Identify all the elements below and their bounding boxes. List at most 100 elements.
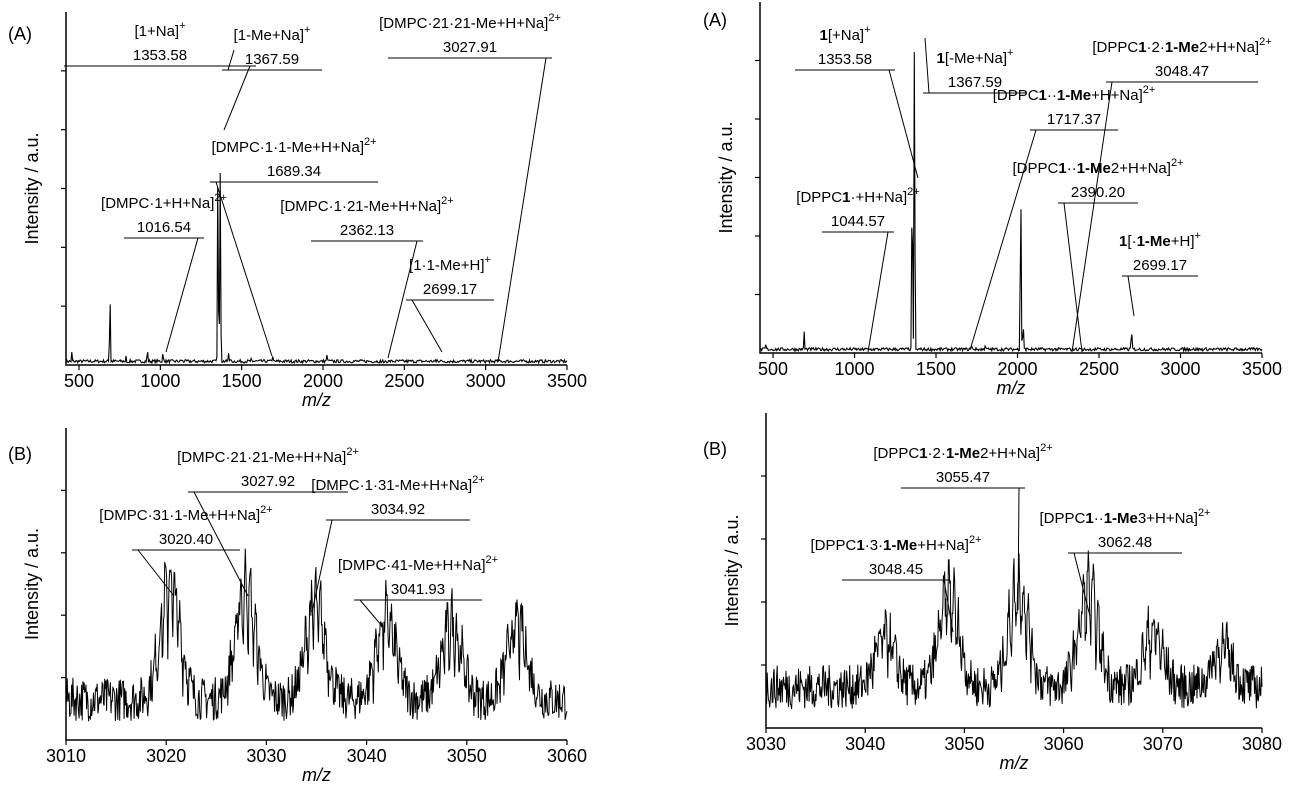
peak-mz-value: 2362.13 bbox=[340, 222, 394, 239]
annotation-label: [DMPC·21·21-Me+H+Na]2+ bbox=[177, 446, 359, 466]
peak-annotation: [DPPC1·+H+Na]2+ 1044.57 bbox=[796, 186, 920, 353]
y-axis-title: Intensity / a.u. bbox=[722, 514, 742, 626]
peak-annotation: [DPPC1·2·1-Me2+H+Na]2+ 3055.47 bbox=[873, 442, 1053, 611]
peak-annotation: 1[-Me+Na]+ 1367.59 bbox=[923, 37, 1027, 94]
peak-mz-value: 3062.48 bbox=[1098, 534, 1152, 551]
y-axis-title: Intensity / a.u. bbox=[22, 528, 42, 640]
annotation-label: [DPPC1··1-Me3+H+Na]2+ bbox=[1040, 507, 1211, 527]
leader-line bbox=[165, 237, 199, 353]
x-tick-label: 3000 bbox=[466, 371, 506, 391]
annotation-label: [DPPC1·+H+Na]2+ bbox=[796, 186, 919, 206]
leader-line bbox=[1063, 202, 1083, 353]
peak-annotation: [1-Me+Na]+ 1367.59 bbox=[222, 24, 322, 71]
x-tick-label: 3050 bbox=[447, 746, 487, 766]
peak-annotation: [DMPC·1+H+Na]2+ 1016.54 bbox=[101, 192, 227, 353]
peak-mz-value: 1367.59 bbox=[948, 74, 1002, 91]
peak-mz-value: 1689.34 bbox=[267, 163, 321, 180]
spectrum-panel-2: (B) 3010 3020 3030 3040 3050 3060 m/z Intensity … bbox=[8, 428, 587, 785]
peak-mz-value: 3041.93 bbox=[391, 581, 445, 598]
leader-line bbox=[924, 37, 930, 94]
annotation-label: [DPPC1··1-Me2+H+Na]2+ bbox=[1013, 157, 1184, 177]
x-tick-label: 500 bbox=[758, 359, 788, 379]
x-tick-label: 3030 bbox=[246, 746, 286, 766]
peak-mz-value: 3055.47 bbox=[936, 469, 990, 486]
x-tick-label: 3030 bbox=[746, 734, 786, 754]
x-tick-label: 500 bbox=[64, 371, 94, 391]
peak-mz-value: 1044.57 bbox=[831, 213, 885, 230]
annotation-label: 1[+Na]+ bbox=[819, 24, 870, 44]
spectrum-panel-3: (A) 500 1000 1500 2000 2500 3000 3500 m/z Intensi… bbox=[703, 2, 1282, 398]
peak-mz-value: 2699.17 bbox=[423, 281, 477, 298]
leader-line bbox=[1073, 552, 1091, 617]
x-tick-label: 3040 bbox=[845, 734, 885, 754]
annotation-label: [DMPC·1·21-Me+H+Na]2+ bbox=[280, 195, 453, 215]
x-tick-label: 1000 bbox=[140, 371, 180, 391]
x-tick-label: 3020 bbox=[146, 746, 186, 766]
peak-mz-value: 3027.91 bbox=[443, 39, 497, 56]
leader-line bbox=[359, 599, 383, 627]
peak-annotation: [DPPC1··1-Me2+H+Na]2+ 2390.20 bbox=[1013, 157, 1184, 353]
x-tick-label: 3040 bbox=[347, 746, 387, 766]
spectrum-panel-1: (A) 500 1000 1500 2000 2500 3000 3500 m/z Intensi… bbox=[8, 12, 587, 410]
peak-annotation: [1+Na]+ 1353.58 bbox=[64, 20, 256, 131]
x-tick-label: 1500 bbox=[916, 359, 956, 379]
peak-mz-value: 3048.45 bbox=[869, 561, 923, 578]
annotation-label: [DPPC1·2·1-Me2+H+Na]2+ bbox=[873, 442, 1052, 462]
x-tick-label: 3000 bbox=[1160, 359, 1200, 379]
annotation-label: 1[-Me+Na]+ bbox=[937, 47, 1014, 67]
panel-label: (B) bbox=[8, 444, 32, 464]
annotation-label: [1-Me+Na]+ bbox=[234, 24, 311, 44]
peak-annotation: [DMPC·31·1-Me+H+Na]2+ 3020.40 bbox=[99, 504, 273, 597]
peak-annotation: 1[·1-Me+H]+ 2699.17 bbox=[1119, 230, 1201, 317]
peak-mz-value: 2699.17 bbox=[1133, 257, 1187, 274]
spectrum-panel-4: (B) 3030 3040 3050 3060 3070 3080 m/z Intensity … bbox=[703, 413, 1282, 773]
x-tick-label: 2500 bbox=[384, 371, 424, 391]
x-axis-title: m/z bbox=[1000, 753, 1029, 773]
annotation-label: [DMPC·1+H+Na]2+ bbox=[101, 192, 227, 212]
x-axis-title: m/z bbox=[302, 765, 331, 785]
peak-mz-value: 3034.92 bbox=[371, 501, 425, 518]
peak-mz-value: 1353.58 bbox=[133, 47, 187, 64]
peak-mz-value: 3048.47 bbox=[1155, 63, 1209, 80]
leader-line bbox=[215, 181, 273, 357]
peak-annotation: [DMPC·21·21-Me+H+Na]2+ 3027.91 bbox=[379, 12, 561, 363]
peak-mz-value: 1367.59 bbox=[245, 51, 299, 68]
x-tick-label: 3050 bbox=[944, 734, 984, 754]
peak-mz-value: 3020.40 bbox=[159, 531, 213, 548]
peak-annotation: [DPPC1··1-Me3+H+Na]2+ 3062.48 bbox=[1040, 507, 1211, 617]
x-tick-label: 2500 bbox=[1079, 359, 1119, 379]
x-tick-label: 2000 bbox=[303, 371, 343, 391]
leader-line bbox=[411, 299, 443, 353]
peak-annotation: 1[+Na]+ 1353.58 bbox=[795, 24, 919, 179]
annotation-label: [1+Na]+ bbox=[134, 20, 185, 40]
x-tick-label: 2000 bbox=[997, 359, 1037, 379]
x-tick-label: 3080 bbox=[1242, 734, 1282, 754]
x-tick-label: 1000 bbox=[835, 359, 875, 379]
peak-annotation: [DMPC·1·31-Me+H+Na]2+ 3034.92 bbox=[311, 474, 485, 613]
leader-line bbox=[387, 240, 418, 359]
x-tick-label: 1500 bbox=[222, 371, 262, 391]
peak-mz-value: 3027.92 bbox=[241, 473, 295, 490]
peak-annotation: [DMPC·1·1-Me+H+Na]2+ 1689.34 bbox=[210, 136, 378, 357]
leader-line bbox=[1127, 275, 1135, 317]
panel-label: (A) bbox=[8, 24, 32, 44]
leader-line bbox=[969, 129, 1037, 351]
x-tick-label: 3010 bbox=[46, 746, 86, 766]
leader-line bbox=[137, 549, 175, 597]
x-axis-title: m/z bbox=[302, 390, 331, 410]
peak-mz-value: 1016.54 bbox=[137, 219, 191, 236]
y-axis-title: Intensity / a.u. bbox=[22, 132, 42, 244]
annotation-label: [1·1-Me+H]+ bbox=[409, 254, 491, 274]
spectrum-trace bbox=[765, 550, 1263, 710]
annotation-label: [DMPC·1·31-Me+H+Na]2+ bbox=[311, 474, 484, 494]
spectrum-trace bbox=[65, 548, 568, 722]
leader-line bbox=[311, 519, 333, 613]
annotation-label: [DMPC·1·1-Me+H+Na]2+ bbox=[211, 136, 376, 156]
peak-mz-value: 2390.20 bbox=[1071, 184, 1125, 201]
spectrum-trace bbox=[759, 52, 1263, 353]
x-tick-label: 3060 bbox=[1044, 734, 1084, 754]
x-axis-title: m/z bbox=[997, 378, 1026, 398]
annotation-label: [DPPC1·3·1-Me+H+Na]2+ bbox=[811, 534, 982, 554]
peak-annotation: [DPPC1·2·1-Me2+H+Na]2+ 3048.47 bbox=[1071, 36, 1272, 353]
x-tick-label: 3070 bbox=[1143, 734, 1183, 754]
